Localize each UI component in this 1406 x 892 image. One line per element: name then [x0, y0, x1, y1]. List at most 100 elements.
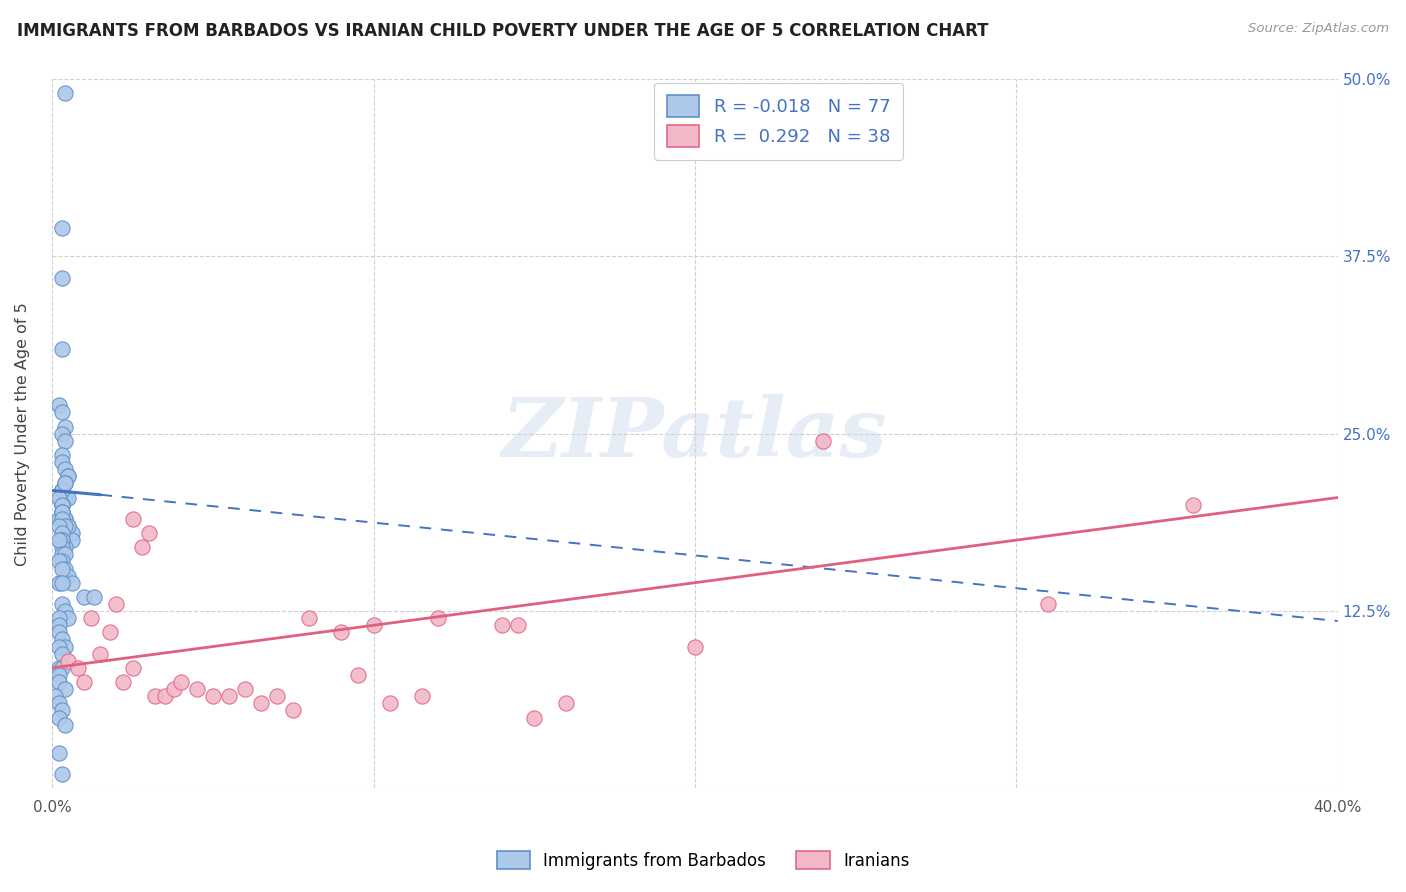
Point: [105, 597, 128, 611]
Point: [555, 696, 578, 710]
Point: [51, 512, 73, 526]
Point: [51, 767, 73, 781]
Point: [51, 426, 73, 441]
Point: [378, 696, 401, 710]
Text: ZIPatlas: ZIPatlas: [502, 393, 887, 474]
Point: [58, 519, 80, 533]
Point: [53, 561, 76, 575]
Point: [218, 690, 240, 704]
Point: [426, 611, 449, 625]
Point: [48, 640, 70, 654]
Point: [51, 647, 73, 661]
Point: [51, 270, 73, 285]
Point: [53, 512, 76, 526]
Point: [53, 86, 76, 100]
Point: [58, 469, 80, 483]
Point: [73, 590, 96, 604]
Point: [51, 483, 73, 498]
Point: [51, 405, 73, 419]
Point: [53, 640, 76, 654]
Point: [813, 434, 835, 448]
Point: [48, 746, 70, 760]
Point: [73, 675, 96, 690]
Point: [1182, 498, 1205, 512]
Point: [201, 690, 224, 704]
Point: [51, 505, 73, 519]
Text: IMMIGRANTS FROM BARBADOS VS IRANIAN CHILD POVERTY UNDER THE AGE OF 5 CORRELATION: IMMIGRANTS FROM BARBADOS VS IRANIAN CHIL…: [17, 22, 988, 40]
Point: [153, 690, 176, 704]
Point: [53, 519, 76, 533]
Point: [411, 690, 433, 704]
Point: [51, 661, 73, 675]
Point: [53, 604, 76, 618]
Point: [48, 661, 70, 675]
Point: [51, 455, 73, 469]
Point: [53, 419, 76, 434]
Point: [48, 675, 70, 690]
Point: [51, 483, 73, 498]
Point: [163, 682, 186, 697]
Point: [58, 654, 80, 668]
Point: [66, 661, 89, 675]
Point: [330, 625, 353, 640]
Point: [51, 498, 73, 512]
Point: [53, 462, 76, 476]
Legend: R = -0.018   N = 77, R =  0.292   N = 38: R = -0.018 N = 77, R = 0.292 N = 38: [654, 83, 903, 160]
Point: [298, 611, 321, 625]
Point: [48, 533, 70, 548]
Point: [53, 476, 76, 491]
Point: [53, 540, 76, 554]
Point: [51, 498, 73, 512]
Point: [60, 575, 83, 590]
Point: [51, 540, 73, 554]
Point: [51, 703, 73, 717]
Point: [53, 476, 76, 491]
Point: [508, 618, 530, 632]
Text: Source: ZipAtlas.com: Source: ZipAtlas.com: [1249, 22, 1389, 36]
Point: [143, 690, 166, 704]
Point: [58, 519, 80, 533]
Point: [60, 526, 83, 541]
Point: [51, 498, 73, 512]
Point: [53, 491, 76, 505]
Y-axis label: Child Poverty Under the Age of 5: Child Poverty Under the Age of 5: [15, 301, 30, 566]
Point: [363, 618, 385, 632]
Point: [53, 512, 76, 526]
Point: [51, 526, 73, 541]
Point: [51, 342, 73, 356]
Point: [283, 703, 305, 717]
Point: [138, 526, 160, 541]
Point: [48, 575, 70, 590]
Point: [51, 533, 73, 548]
Point: [121, 512, 143, 526]
Point: [51, 448, 73, 462]
Point: [58, 491, 80, 505]
Point: [523, 710, 546, 724]
Point: [58, 611, 80, 625]
Point: [58, 568, 80, 582]
Point: [48, 668, 70, 682]
Point: [51, 632, 73, 647]
Point: [51, 221, 73, 235]
Legend: Immigrants from Barbados, Iranians: Immigrants from Barbados, Iranians: [491, 845, 915, 877]
Point: [1038, 597, 1060, 611]
Point: [53, 717, 76, 731]
Point: [98, 625, 121, 640]
Point: [51, 575, 73, 590]
Point: [48, 519, 70, 533]
Point: [48, 554, 70, 568]
Point: [48, 710, 70, 724]
Point: [53, 434, 76, 448]
Point: [53, 682, 76, 697]
Point: [491, 618, 513, 632]
Point: [51, 505, 73, 519]
Point: [51, 533, 73, 548]
Point: [186, 682, 208, 697]
Point: [131, 540, 153, 554]
Point: [53, 547, 76, 561]
Point: [83, 590, 105, 604]
Point: [48, 491, 70, 505]
Point: [266, 690, 288, 704]
Point: [48, 398, 70, 412]
Point: [48, 512, 70, 526]
